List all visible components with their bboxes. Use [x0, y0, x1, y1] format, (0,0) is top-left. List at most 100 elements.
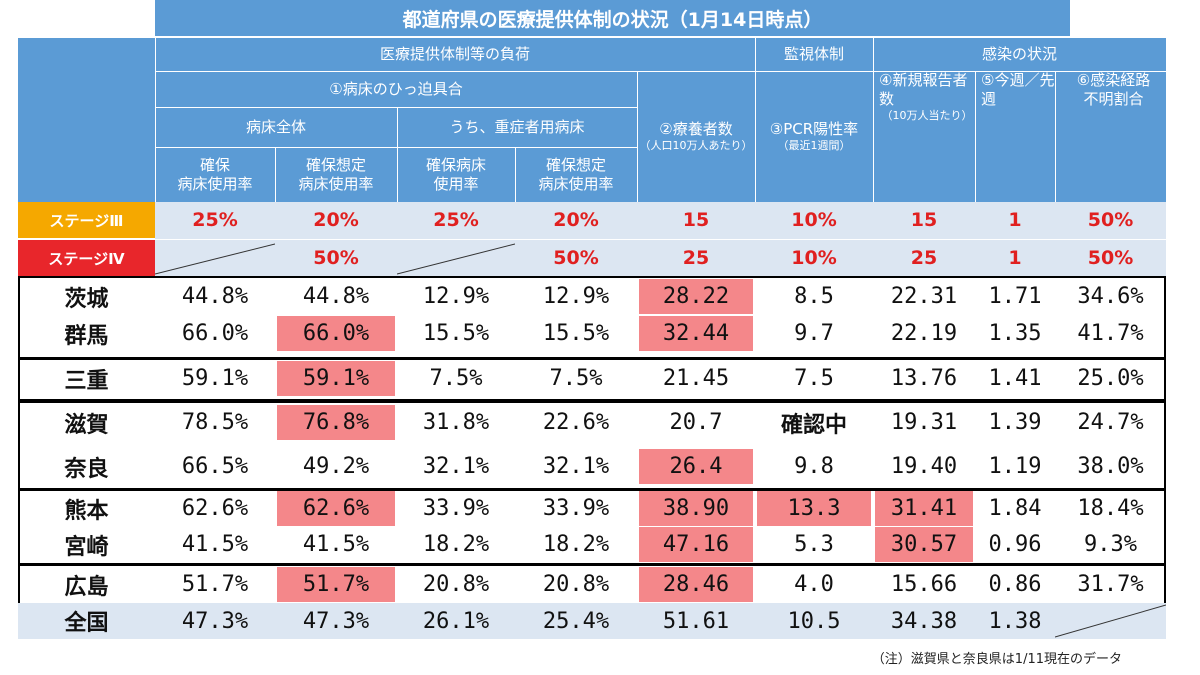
- table-cell: 20.8%: [399, 567, 513, 602]
- stage-threshold-cell: 20%: [515, 202, 637, 238]
- table-cell-value: 22.6%: [542, 410, 610, 435]
- table-cell-value: 8.5: [794, 284, 834, 309]
- table-cell-value: 28.46: [662, 572, 730, 597]
- stage-threshold-value: 1: [1008, 209, 1022, 231]
- table-cell: 66.5%: [157, 449, 273, 484]
- table-cell-value: 41.5%: [302, 532, 370, 557]
- table-cell-value: 59.1%: [181, 366, 249, 391]
- diagonal-line: [397, 243, 515, 275]
- prefecture-name: 滋賀: [18, 404, 155, 441]
- table-cell: 15.5%: [517, 316, 635, 351]
- table-cell-value: 22.19: [890, 321, 958, 346]
- table-cell: 30.57: [875, 527, 973, 562]
- table-cell: 19.31: [875, 405, 973, 440]
- stage-threshold-cell: 10%: [755, 202, 873, 238]
- national-cell: 1.38: [975, 603, 1055, 639]
- column-header-7: ④新規報告者数 （10万人当たり）: [873, 71, 975, 202]
- column-header-4: 確保想定 病床使用率: [515, 147, 637, 202]
- empty-cell-diagonal: [1055, 604, 1166, 638]
- header-vline: [637, 71, 638, 202]
- prefecture-name: 熊本: [18, 490, 155, 527]
- footnote: （注）滋賀県と奈良県は1/11現在のデータ: [871, 652, 1122, 667]
- national-cell: 51.61: [637, 603, 755, 639]
- national-cell: 34.38: [873, 603, 975, 639]
- table-cell: 28.22: [639, 279, 753, 314]
- page-title: 都道府県の医療提供体制の状況（1月14日時点）: [155, 0, 1070, 36]
- header-severe-beds: うち、重症者用病床: [449, 117, 585, 136]
- stage-threshold-value: 1: [1008, 247, 1022, 269]
- table-cell-value: 18.2%: [542, 532, 610, 557]
- table-cell: 38.90: [639, 491, 753, 526]
- column-header-line1: 確保病床: [425, 155, 486, 174]
- table-cell: 22.19: [875, 316, 973, 351]
- prefecture-name-text: 奈良: [64, 456, 109, 482]
- column-header-note: （10万人当たり）: [881, 108, 973, 122]
- table-cell-value: 1.39: [988, 410, 1042, 435]
- stage-divider: [155, 239, 1166, 240]
- prefecture-group-box: [18, 276, 1166, 359]
- table-cell: 34.6%: [1057, 279, 1164, 314]
- stage-threshold-value: 50%: [313, 247, 359, 269]
- stage-threshold-value: 20%: [553, 209, 599, 231]
- stage-threshold-value: 50%: [1087, 247, 1134, 269]
- prefecture-group-box: [18, 488, 1166, 566]
- table-cell: 20.8%: [517, 567, 635, 602]
- table-cell-value: 12.9%: [422, 284, 490, 309]
- table-cell-value: 21.45: [662, 366, 730, 391]
- stage-threshold-cell: [155, 240, 275, 276]
- table-cell-value: 66.0%: [181, 321, 249, 346]
- column-header-6: ③PCR陽性率 （最近1週間）: [755, 71, 873, 202]
- table-cell-value: 30.57: [890, 532, 958, 557]
- column-header-line1: ④新規報告者数: [879, 71, 968, 108]
- prefecture-name-text: 熊本: [64, 498, 109, 524]
- prefecture-name: 茨城: [18, 278, 155, 315]
- table-cell-value: 44.8%: [302, 284, 370, 309]
- header-bed-pressure: ①病床のひっ迫具合: [329, 79, 463, 98]
- table-cell-value: 62.6%: [302, 496, 370, 521]
- column-header-line1: 確保想定: [305, 155, 366, 174]
- table-cell-value: 20.7: [669, 410, 723, 435]
- table-cell: 59.1%: [277, 361, 395, 396]
- prefecture-group-box: [18, 401, 1166, 491]
- stage-threshold-cell: 25: [637, 240, 755, 276]
- table-cell-value: 49.2%: [302, 454, 370, 479]
- table-cell-value: 66.0%: [302, 321, 370, 346]
- table-cell-value: 38.0%: [1077, 454, 1144, 479]
- column-header-9: ⑥感染経路 不明割合: [1055, 71, 1166, 202]
- table-cell: 9.3%: [1057, 527, 1164, 562]
- table-cell: 47.16: [639, 527, 753, 562]
- stage-threshold-cell: 10%: [755, 240, 873, 276]
- table-cell-value: 33.9%: [542, 496, 610, 521]
- table-cell-value: 41.5%: [181, 532, 249, 557]
- table-cell: 32.1%: [517, 449, 635, 484]
- prefecture-name-text: 滋賀: [64, 412, 109, 438]
- stage-threshold-value: 10%: [791, 209, 837, 231]
- table-cell-value: 7.5%: [429, 366, 483, 391]
- header-vline: [515, 147, 516, 202]
- table-cell-value: 31.41: [890, 496, 958, 521]
- national-cell-value: 47.3%: [181, 608, 249, 634]
- column-header-line2: 使用率: [433, 174, 479, 193]
- prefecture-name: 広島: [18, 566, 155, 603]
- table-cell: 5.3: [757, 527, 871, 562]
- prefecture-group-box: [18, 358, 1166, 401]
- table-cell-value: 41.7%: [1077, 321, 1144, 346]
- stage-threshold-value: 10%: [791, 247, 837, 269]
- table-cell: 15.66: [875, 567, 973, 602]
- table-cell: 66.0%: [277, 316, 395, 351]
- table-cell: 26.4: [639, 449, 753, 484]
- stage-threshold-value: 25%: [433, 209, 479, 231]
- diagonal-line: [155, 243, 275, 275]
- header-burden: 医療提供体制等の負荷: [379, 45, 530, 64]
- prefecture-name: 三重: [18, 360, 155, 397]
- table-cell: 0.86: [977, 567, 1053, 602]
- table-cell: 31.7%: [1057, 567, 1164, 602]
- header-hline: [155, 71, 1166, 72]
- table-cell-value: 4.0: [794, 572, 834, 597]
- stage-threshold-cell: 25: [873, 240, 975, 276]
- empty-cell-diagonal: [155, 243, 275, 275]
- table-cell-value: 12.9%: [542, 284, 610, 309]
- national-cell: 10.5: [755, 603, 873, 639]
- table-cell-value: 51.7%: [302, 572, 370, 597]
- national-cell: 47.3%: [155, 603, 275, 639]
